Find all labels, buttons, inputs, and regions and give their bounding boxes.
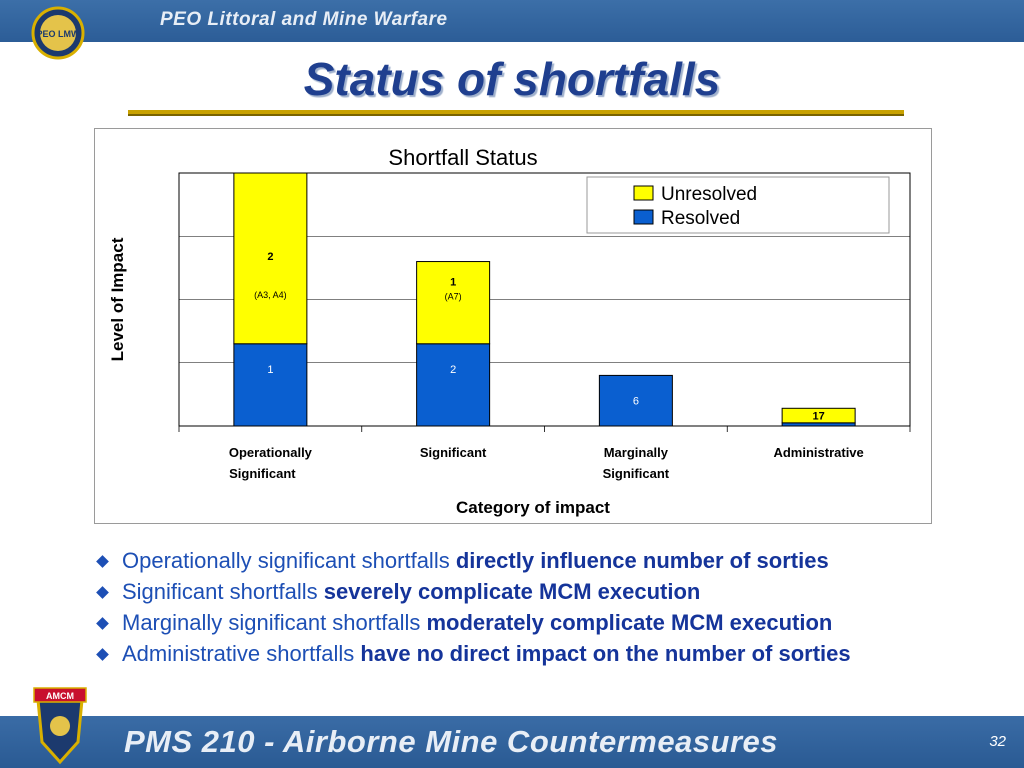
category-label: Significant [603,466,670,481]
bullet-text: Significant shortfalls [122,579,324,604]
bullet-text: Administrative shortfalls [122,641,361,666]
bullet-item: Significant shortfalls severely complica… [96,579,976,605]
bar-resolved [233,343,308,427]
title-underline [128,110,904,116]
data-note-unresolved: (A3, A4) [254,290,287,300]
bar-resolved [598,374,673,427]
diamond-bullet-icon [96,648,109,661]
data-label-unresolved: 2 [267,251,273,263]
chart-panel: Shortfall Status Category of impact Level … [94,128,932,524]
legend-swatch [633,209,654,225]
data-note-unresolved: (A7) [445,292,462,302]
data-label-resolved: 1 [267,364,273,376]
data-label-unresolved: 17 [813,411,825,423]
bullet-item: Marginally significant shortfalls modera… [96,610,976,636]
category-label: Administrative [773,445,863,460]
shortfall-chart: Shortfall Status Category of impact Level … [108,145,911,517]
x-axis-label: Category of impact [456,498,610,517]
header-band: PEO Littoral and Mine Warfare [0,0,1024,42]
bar-resolved [416,343,491,427]
org-title: PEO Littoral and Mine Warfare [160,9,448,30]
data-label-unresolved: 1 [450,277,456,289]
footer-band: PMS 210 - Airborne Mine Countermeasures … [0,716,1024,768]
legend-label: Resolved [661,208,740,229]
data-label-resolved: 2 [450,364,456,376]
bullet-item: Administrative shortfalls have no direct… [96,641,976,667]
bullet-list: Operationally significant shortfalls dir… [96,548,976,672]
diamond-bullet-icon [96,555,109,568]
bullet-emphasis: have no direct impact on the number of s… [360,641,851,666]
logo-label: PEO LMW [37,29,81,39]
bullet-emphasis: moderately complicate MCM execution [426,610,833,635]
bullet-text: Operationally significant shortfalls [122,548,456,573]
bullet-item: Operationally significant shortfalls dir… [96,548,976,574]
badge-label: AMCM [46,691,74,701]
category-label: Significant [420,445,487,460]
chart-title: Shortfall Status [388,145,537,170]
diamond-bullet-icon [96,586,109,599]
peo-lmw-logo: PEO LMW [31,6,85,60]
category-label: Significant [229,466,296,481]
bar-unresolved [416,261,491,345]
program-title: PMS 210 - Airborne Mine Countermeasures [124,724,779,759]
y-axis-label: Level of Impact [108,237,127,361]
bar-unresolved [781,407,856,424]
data-label-resolved: 6 [633,396,639,408]
amcm-badge-logo: AMCM [33,687,87,765]
bullet-emphasis: directly influence number of sorties [455,548,829,573]
diamond-bullet-icon [96,617,109,630]
bullet-emphasis: severely complicate MCM execution [323,579,701,604]
category-label: Marginally [604,445,669,460]
legend-label: Unresolved [661,184,757,205]
page-number: 32 [989,733,1006,750]
slide-title: Status of shortfalls [303,53,721,105]
bullet-text: Marginally significant shortfalls [122,610,427,635]
category-label: Operationally [229,445,313,460]
bar-unresolved [233,172,308,345]
legend-swatch [633,185,654,201]
